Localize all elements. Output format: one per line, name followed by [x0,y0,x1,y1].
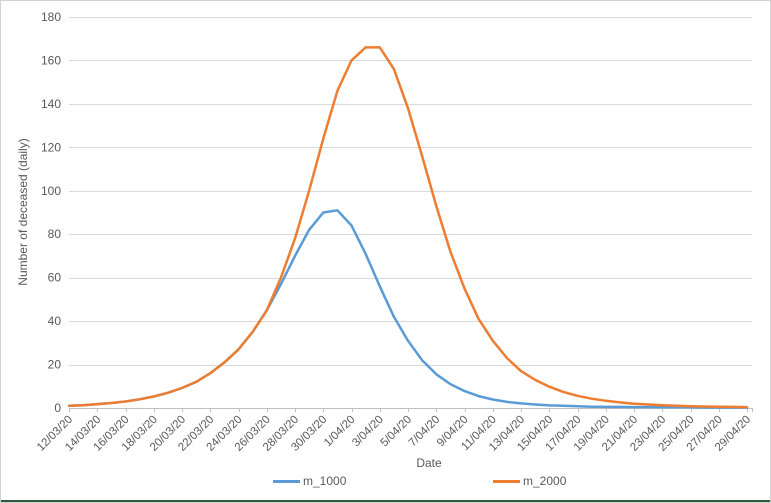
y-tick-label: 120 [41,140,61,154]
legend-item-m-1000[interactable]: m_1000 [273,473,346,489]
y-tick-label: 140 [41,97,61,111]
legend-item-m-2000[interactable]: m_2000 [493,473,566,489]
y-axis-title: Number of deceased (daily) [16,138,30,286]
legend-swatch-m-1000-icon [273,479,300,483]
legend-swatch-m-2000-icon [493,479,520,483]
legend-label-m-1000: m_1000 [303,474,347,488]
series-line-m_1000[interactable] [67,209,749,409]
y-tick-label: 20 [48,358,62,372]
y-tick-label: 180 [41,10,61,24]
legend-label-m-2000: m_2000 [523,474,567,488]
y-tick-label: 40 [48,314,62,328]
y-tick-label: 160 [41,53,61,67]
series-line-m_2000[interactable] [67,46,749,409]
y-tick-label: 60 [48,271,62,285]
y-tick-label: 100 [41,184,61,198]
x-axis-title: Date [416,456,442,470]
y-tick-label: 80 [48,227,62,241]
worksheet-bottom-edge [1,500,770,502]
y-tick-label: 0 [54,401,61,415]
